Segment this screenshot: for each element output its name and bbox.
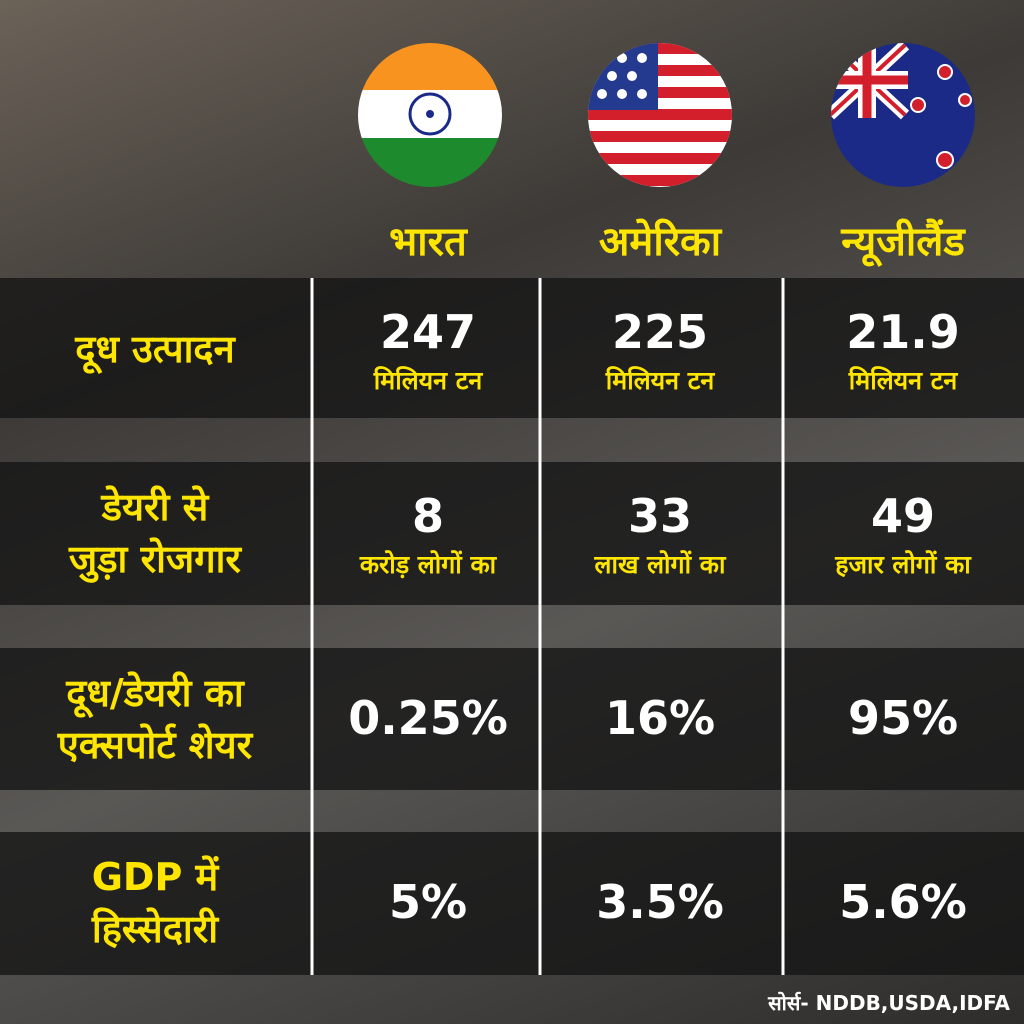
cell-value: 247 — [379, 305, 477, 359]
row-label: डेयरी से — [101, 485, 209, 529]
column-dividers — [310, 278, 785, 975]
row-label: दूध/डेयरी का — [66, 671, 244, 715]
row-label: हिस्सेदारी — [91, 907, 219, 951]
row-label: एक्सपोर्ट शेयर — [57, 723, 253, 767]
flag-usa — [588, 43, 732, 187]
row-band — [0, 462, 1024, 605]
cell-unit: मिलियन टन — [373, 366, 483, 395]
cell-value: 5% — [388, 875, 468, 929]
country-name: न्यूजीलैंड — [841, 219, 965, 265]
row-label: दूध उत्पादन — [75, 327, 235, 371]
flag-nz — [831, 43, 975, 187]
cell-unit: मिलियन टन — [605, 366, 715, 395]
country-name: अमेरिका — [598, 219, 722, 265]
cell-unit: लाख लोगों का — [594, 550, 726, 579]
source: सोर्स- NDDB,USDA,IDFA — [768, 991, 1010, 1015]
cell-value: 0.25% — [348, 691, 508, 745]
row-label: जुड़ा रोजगार — [69, 537, 241, 581]
cell-value: 21.9 — [846, 305, 960, 359]
cell-unit: मिलियन टन — [848, 366, 958, 395]
cell-value: 49 — [870, 489, 935, 543]
cell-unit: करोड़ लोगों का — [359, 550, 497, 579]
cell-value: 33 — [627, 489, 692, 543]
flag-india — [358, 43, 502, 187]
cell-value: 95% — [847, 691, 959, 745]
row-label: GDP में — [91, 855, 219, 899]
row-band — [0, 832, 1024, 975]
country-name: भारत — [389, 219, 467, 265]
cell-value: 3.5% — [596, 875, 724, 929]
row-band — [0, 278, 1024, 418]
cell-unit: हजार लोगों का — [835, 550, 971, 579]
cell-value: 5.6% — [839, 875, 967, 929]
cell-value: 225 — [611, 305, 709, 359]
row-band — [0, 648, 1024, 790]
cell-value: 16% — [604, 691, 716, 745]
cell-value: 8 — [411, 489, 444, 543]
